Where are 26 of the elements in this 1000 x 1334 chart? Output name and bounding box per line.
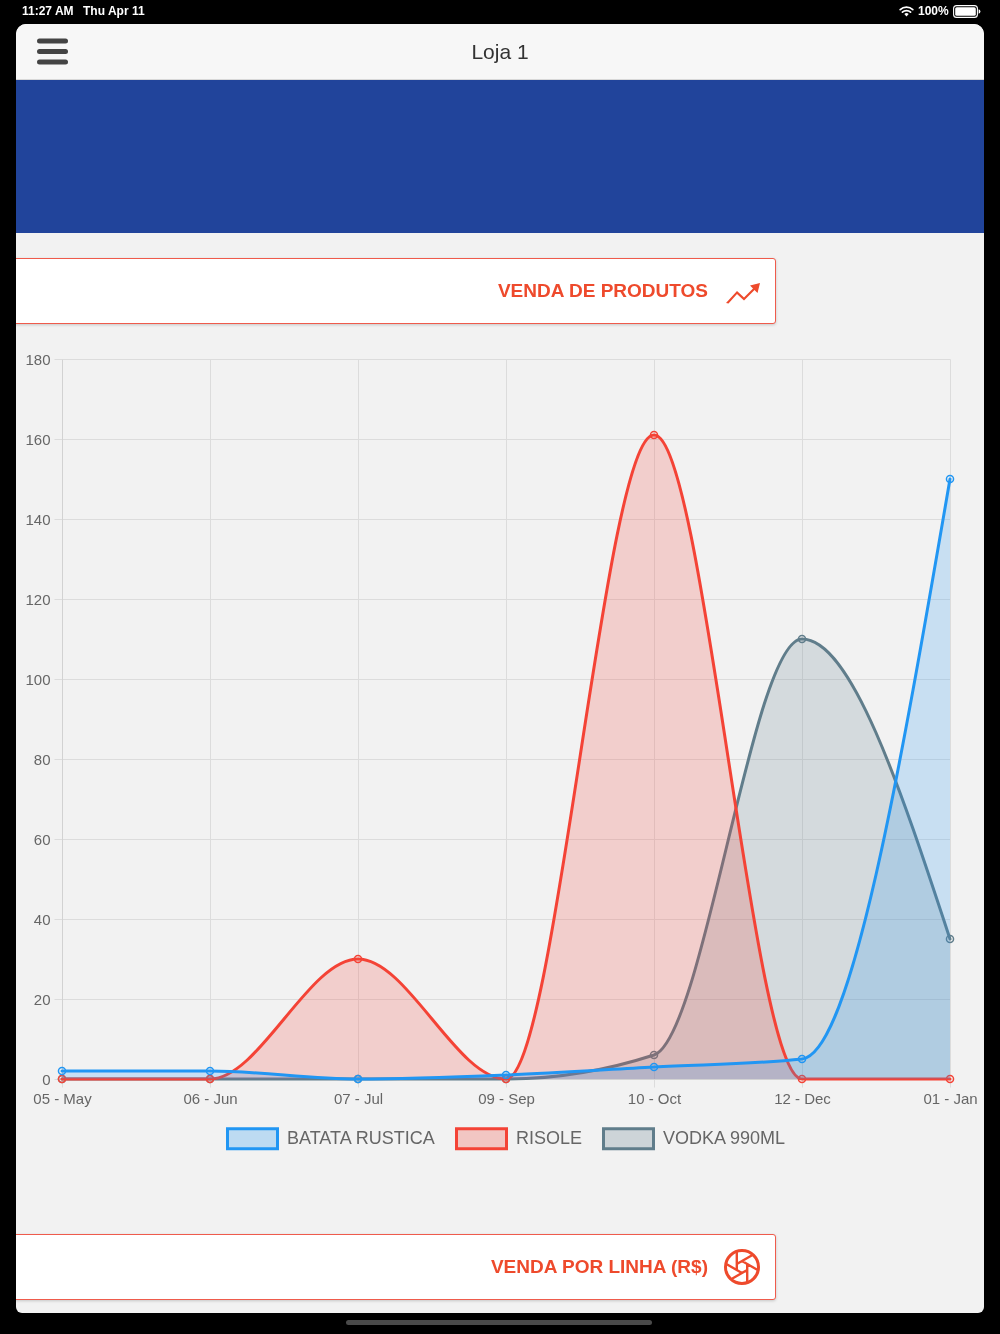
- x-tick-label: 01 - Jan: [923, 1089, 978, 1107]
- chart-title: VENDA DE PRODUTOS: [497, 279, 708, 303]
- x-tick-label: 07 - Jul: [333, 1089, 384, 1107]
- x-tick-label: 05 - May: [33, 1089, 93, 1107]
- x-tick-label: 10 - Oct: [627, 1089, 682, 1107]
- y-tick-label: 100: [25, 670, 51, 688]
- y-tick-label: 0: [42, 1070, 51, 1088]
- y-tick-label: 20: [33, 990, 51, 1008]
- x-tick-label: 09 - Sep: [478, 1089, 535, 1107]
- y-tick-label: 180: [25, 350, 51, 368]
- text: Thu Apr 11: [83, 4, 145, 18]
- text: 100%: [918, 4, 949, 18]
- y-tick-label: 120: [25, 590, 51, 608]
- y-tick-label: 40: [33, 910, 51, 928]
- legend-label: BATATA RUSTICA: [287, 1127, 435, 1148]
- text: VENDA POR LINHA (R$): [490, 1255, 708, 1279]
- x-tick-label: 06 - Jun: [183, 1089, 238, 1107]
- legend-label: RISOLE: [516, 1127, 583, 1148]
- text: 11:27 AM: [22, 4, 74, 18]
- x-tick-label: 12 - Dec: [774, 1089, 832, 1107]
- y-tick-label: 140: [25, 510, 51, 528]
- y-tick-label: 60: [33, 830, 51, 848]
- y-tick-label: 160: [25, 430, 51, 448]
- y-tick-label: 80: [33, 750, 51, 768]
- legend-label: VODKA 990ML: [663, 1127, 786, 1148]
- text: Loja 1: [470, 40, 530, 64]
